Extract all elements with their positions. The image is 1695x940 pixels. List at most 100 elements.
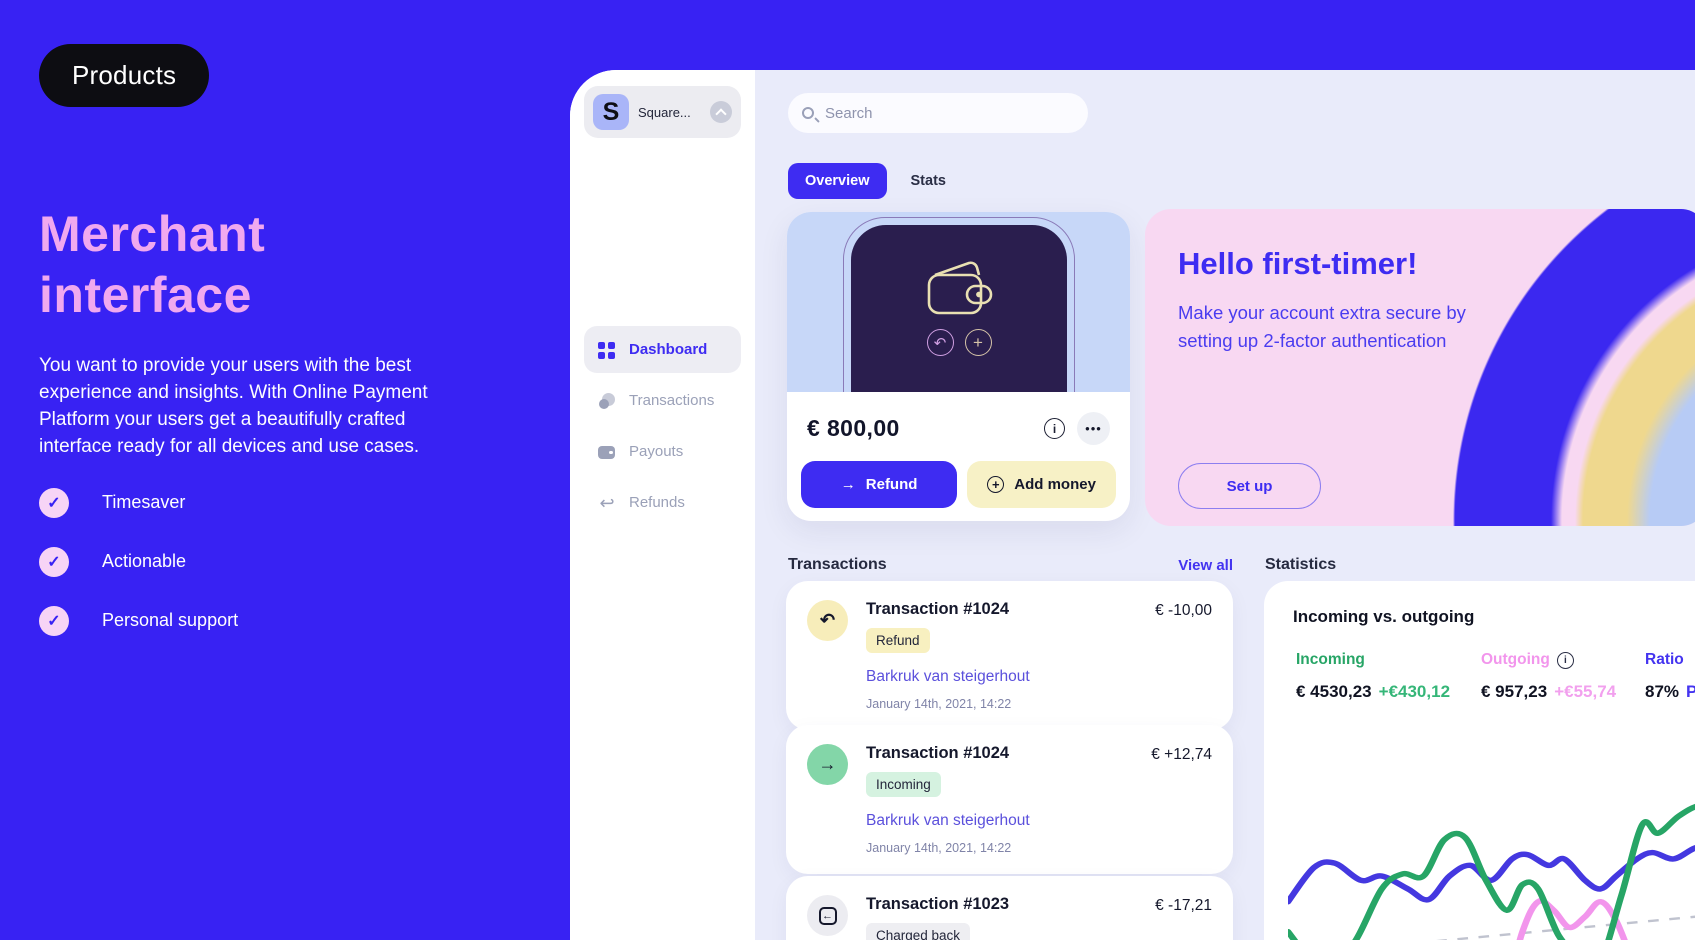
incoming-label: Incoming bbox=[1296, 651, 1365, 668]
transaction-party: Barkruk van steigerhout bbox=[866, 668, 1030, 685]
transactions-heading: Transactions bbox=[788, 556, 887, 573]
plus-circle-icon: + bbox=[987, 476, 1005, 493]
transaction-row[interactable]: ← Transaction #1023 Charged back € -17,2… bbox=[786, 876, 1233, 940]
search-bar[interactable] bbox=[788, 93, 1088, 133]
transaction-date: January 14th, 2021, 14:22 bbox=[866, 697, 1012, 711]
arrow-back-box-icon: ← bbox=[807, 895, 848, 936]
statistics-card: Incoming vs. outgoing Incoming € 4530,23… bbox=[1264, 581, 1695, 940]
add-money-button[interactable]: + Add money bbox=[967, 461, 1116, 508]
statistics-summary: Incoming € 4530,23 +€430,12 Outgoing i € … bbox=[1296, 651, 1695, 702]
page-title: Merchant interface bbox=[39, 206, 266, 323]
feature-item: ✓ Actionable bbox=[39, 546, 519, 577]
status-badge: Refund bbox=[866, 628, 930, 653]
transaction-date: January 14th, 2021, 14:22 bbox=[866, 841, 1012, 855]
main-content: Overview Stats bbox=[755, 70, 1695, 940]
sidebar-item-refunds[interactable]: ↩ Refunds bbox=[584, 479, 741, 526]
chart-line-incoming bbox=[1288, 803, 1695, 940]
nav-label: Transactions bbox=[629, 392, 715, 409]
sidebar-item-transactions[interactable]: Transactions bbox=[584, 377, 741, 424]
phone-actions: ↶ + bbox=[926, 329, 992, 356]
phone-outline: ↶ + bbox=[843, 217, 1075, 392]
promo-title: Hello first-timer! bbox=[1178, 246, 1418, 281]
feature-item: ✓ Personal support bbox=[39, 605, 519, 636]
arrow-right-icon: → bbox=[840, 476, 856, 493]
sidebar-item-payouts[interactable]: Payouts bbox=[584, 428, 741, 475]
ratio-label: Ratio bbox=[1645, 651, 1684, 668]
info-icon[interactable]: i bbox=[1556, 651, 1574, 669]
incoming-outgoing-chart bbox=[1288, 803, 1695, 940]
sidebar-item-dashboard[interactable]: Dashboard bbox=[584, 326, 741, 373]
transaction-row[interactable]: → Transaction #1024 Incoming Barkruk van… bbox=[786, 725, 1233, 874]
refund-button[interactable]: → Refund bbox=[801, 461, 958, 508]
wallet-outline-icon bbox=[927, 261, 993, 315]
plus-circle-icon: + bbox=[964, 329, 992, 356]
nav-label: Payouts bbox=[629, 443, 684, 460]
workspace-name: Square... bbox=[638, 104, 691, 120]
sidebar: S Square... Dashboard Transactions Payou… bbox=[570, 70, 755, 940]
transaction-row[interactable]: ↶ Transaction #1024 Refund Barkruk van s… bbox=[786, 581, 1233, 730]
workspace-logo: S bbox=[593, 94, 629, 130]
dashboard-mockup: S Square... Dashboard Transactions Payou… bbox=[570, 70, 1695, 940]
chart-line-outgoing bbox=[1516, 898, 1628, 940]
feature-label: Timesaver bbox=[102, 492, 186, 513]
outgoing-label: Outgoing bbox=[1481, 651, 1550, 668]
tab-overview[interactable]: Overview bbox=[788, 163, 887, 199]
status-badge: Charged back bbox=[866, 923, 971, 940]
incoming-value: € 4530,23 bbox=[1296, 682, 1372, 701]
phone: ↶ + bbox=[851, 225, 1067, 392]
hero-description: You want to provide your users with the … bbox=[39, 355, 428, 457]
info-icon[interactable]: i bbox=[1044, 418, 1065, 439]
balance-amount: € 800,00 bbox=[807, 415, 900, 441]
chevron-up-icon[interactable] bbox=[710, 101, 732, 123]
ratio-delta: Po bbox=[1686, 682, 1695, 701]
feature-item: ✓ Timesaver bbox=[39, 487, 519, 518]
outgoing-stat: Outgoing i € 957,23 +€55,74 bbox=[1481, 651, 1645, 702]
nav-label: Refunds bbox=[629, 494, 685, 511]
chart-title: Incoming vs. outgoing bbox=[1293, 607, 1475, 626]
outgoing-delta: +€55,74 bbox=[1554, 682, 1617, 701]
undo-arrow-icon: ↶ bbox=[926, 329, 954, 356]
tab-stats[interactable]: Stats bbox=[910, 173, 946, 189]
grid-icon bbox=[597, 340, 617, 360]
check-icon: ✓ bbox=[39, 546, 69, 577]
chart-line-ratio bbox=[1288, 844, 1695, 905]
view-all-link[interactable]: View all bbox=[1178, 556, 1233, 574]
transaction-party: Barkruk van steigerhout bbox=[866, 812, 1030, 829]
feature-label: Actionable bbox=[102, 551, 187, 572]
feature-label: Personal support bbox=[102, 610, 239, 631]
workspace-switcher[interactable]: S Square... bbox=[584, 86, 741, 138]
chart-trend-line bbox=[1436, 915, 1695, 940]
nav-label: Dashboard bbox=[629, 341, 708, 358]
coins-icon bbox=[597, 391, 617, 411]
balance-panel: € 800,00 i ••• → Refund + Add money bbox=[787, 392, 1130, 521]
incoming-delta: +€430,12 bbox=[1378, 682, 1451, 701]
check-icon: ✓ bbox=[39, 605, 69, 636]
view-tabs: Overview Stats bbox=[788, 163, 950, 199]
transaction-amount: € -10,00 bbox=[1155, 602, 1212, 619]
wallet-icon bbox=[597, 442, 617, 462]
outgoing-value: € 957,23 bbox=[1481, 682, 1548, 701]
search-icon bbox=[802, 107, 814, 119]
ratio-stat: Ratio 87% Po bbox=[1645, 651, 1695, 702]
set-up-button[interactable]: Set up bbox=[1178, 463, 1321, 509]
hero-section: Products Merchant interface You want to … bbox=[39, 44, 519, 665]
balance-card: ↶ + € 800,00 i ••• → bbox=[787, 212, 1130, 521]
transaction-title: Transaction #1024 bbox=[866, 600, 1010, 618]
transaction-amount: € +12,74 bbox=[1151, 746, 1212, 763]
check-icon: ✓ bbox=[39, 487, 69, 518]
statistics-heading: Statistics bbox=[1265, 556, 1337, 573]
incoming-stat: Incoming € 4530,23 +€430,12 bbox=[1296, 651, 1481, 702]
transaction-title: Transaction #1024 bbox=[866, 744, 1010, 762]
refund-arrow-icon: ↶ bbox=[807, 600, 848, 641]
more-options-button[interactable]: ••• bbox=[1077, 412, 1110, 445]
promo-body: Make your account extra secure by settin… bbox=[1178, 302, 1466, 351]
products-badge: Products bbox=[39, 44, 210, 107]
search-input[interactable] bbox=[825, 104, 1074, 122]
sidebar-nav: Dashboard Transactions Payouts ↩ Refunds bbox=[584, 326, 741, 526]
arrow-right-icon: → bbox=[807, 744, 848, 785]
phone-preview: ↶ + bbox=[787, 212, 1130, 392]
transaction-title: Transaction #1023 bbox=[866, 895, 1010, 913]
transaction-amount: € -17,21 bbox=[1155, 897, 1212, 914]
status-badge: Incoming bbox=[866, 772, 941, 797]
